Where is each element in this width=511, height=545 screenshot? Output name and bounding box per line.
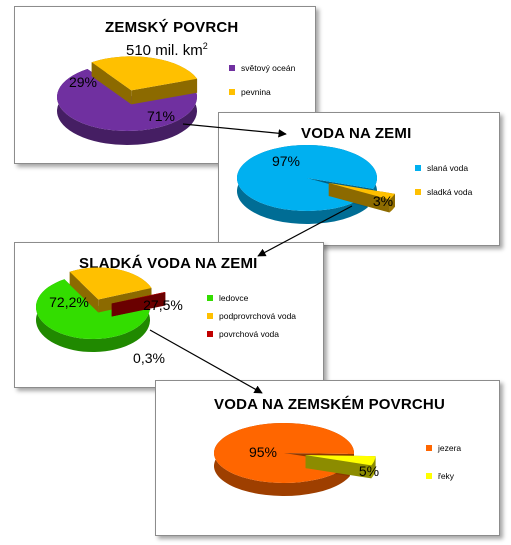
legend-label: jezera [438,443,462,453]
legend-item: sladká voda [415,185,472,199]
chart-title: VODA NA ZEMI [301,125,412,142]
chart-panel-voda-na-zemskem-povrchu: VODA NA ZEMSKÉM POVRCHU 95% 5% jezera řek… [155,380,500,536]
pie-slice [111,291,166,317]
legend-label: podprovrchová voda [219,311,297,321]
chart-title: SLADKÁ VODA NA ZEMI [79,255,258,272]
legend-swatch [415,165,421,171]
data-label: 97% [272,153,300,169]
legend-swatch [426,445,432,451]
pie-chart: 95% 5% [214,423,379,497]
data-label: 3% [373,193,393,209]
data-label: 27,5% [143,297,183,313]
pie-slice [305,455,376,479]
legend-item: ledovce [207,291,296,305]
legend: ledovce podprovrchová voda povrchová vod… [207,291,296,345]
pie-chart: 71% 29% [56,56,198,145]
legend: slaná voda sladká voda [415,161,472,209]
data-label: 29% [69,74,97,90]
legend-item: světový oceán [229,61,295,75]
data-label: 72,2% [49,294,89,310]
legend-swatch [207,313,213,319]
pie-chart: 72,2% 27,5% 0,3% [36,267,183,366]
chart-subtitle: 510 mil. km2 [126,41,208,59]
legend-item: podprovrchová voda [207,309,296,323]
legend: světový oceán pevnina [229,61,295,109]
chart-panel-zemsky-povrch: ZEMSKÝ POVRCH 510 mil. km2 71% 29% světov… [14,6,316,164]
pie-slice [328,182,395,213]
pie-slice [237,145,377,224]
legend-item: povrchová voda [207,327,296,341]
legend: jezera řeky [426,441,461,493]
pie-slice [91,56,198,105]
legend-label: pevnina [241,87,271,97]
legend-label: povrchová voda [219,329,280,339]
legend-item: řeky [426,469,461,483]
pie-slice [69,267,152,313]
legend-item: slaná voda [415,161,472,175]
chart-title: VODA NA ZEMSKÉM POVRCHU [214,396,445,413]
legend-label: světový oceán [241,63,296,73]
legend-label: ledovce [219,293,249,303]
legend-swatch [229,89,235,95]
legend-item: jezera [426,441,461,455]
chart-panel-sladka-voda: SLADKÁ VODA NA ZEMI 72,2% 27,5% 0,3% ledov… [14,242,324,388]
legend-label: sladká voda [427,187,473,197]
pie-chart: 97% 3% [237,145,395,224]
legend-label: slaná voda [427,163,469,173]
legend-swatch [229,65,235,71]
legend-swatch [207,295,213,301]
legend-swatch [415,189,421,195]
chart-title: ZEMSKÝ POVRCH [105,19,239,36]
legend-swatch [207,331,213,337]
chart-panel-voda-na-zemi: VODA NA ZEMI 97% 3% slaná voda sladká vod… [218,112,500,246]
legend-item: pevnina [229,85,295,99]
legend-swatch [426,473,432,479]
data-label: 0,3% [133,350,165,366]
data-label: 5% [359,463,379,479]
legend-label: řeky [438,471,455,481]
data-label: 71% [147,108,175,124]
data-label: 95% [249,444,277,460]
